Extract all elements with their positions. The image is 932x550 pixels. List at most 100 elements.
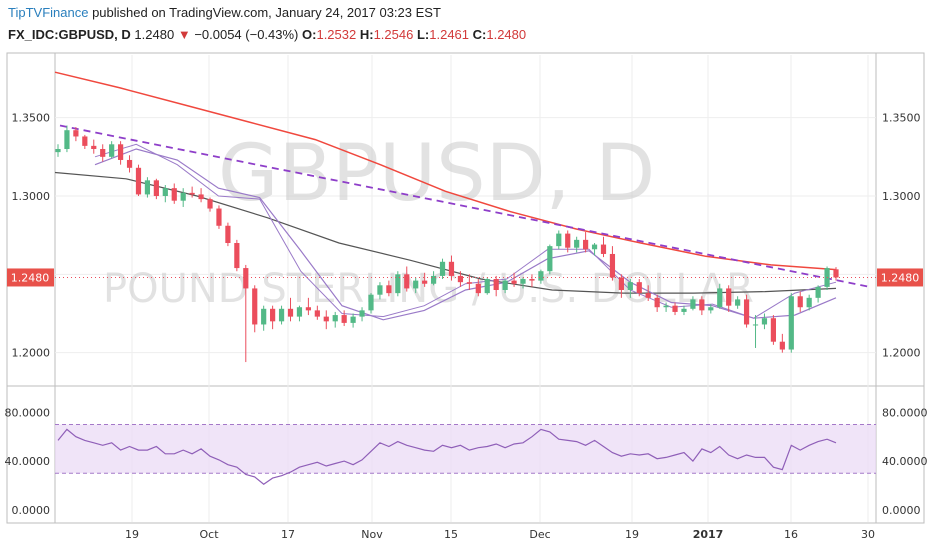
candle-body: [600, 244, 607, 254]
candle-body: [708, 307, 714, 311]
high-value: 1.2546: [373, 27, 414, 42]
candle-body: [261, 308, 267, 325]
candle-body: [189, 192, 195, 195]
candle-body: [770, 318, 777, 342]
rsi-tick-right: 80.0000: [882, 406, 928, 419]
candle-body: [565, 233, 571, 248]
chart-frame: [6, 52, 925, 524]
candle-body: [833, 269, 839, 278]
author-link[interactable]: TipTVFinance: [8, 5, 89, 20]
candle-body: [100, 149, 106, 157]
candle-body: [117, 144, 124, 160]
candle-body: [681, 308, 687, 312]
last-price-badge-left: [7, 268, 54, 287]
candle-body: [717, 288, 723, 308]
candle-body: [332, 315, 338, 322]
candle-body: [198, 194, 204, 200]
price-tick-right: 1.3500: [882, 112, 921, 125]
x-tick-label: 16: [784, 528, 798, 541]
candle-body: [350, 316, 356, 323]
close-label: C:: [472, 27, 487, 42]
x-tick-label: 17: [281, 528, 295, 541]
candle-body: [752, 324, 759, 326]
candle-body: [234, 243, 240, 269]
candle-body: [547, 246, 553, 272]
candle-body: [314, 310, 320, 317]
ema-fast-line: [94, 143, 837, 319]
last-price: 1.2480: [134, 27, 175, 42]
price-tick-left: 1.3500: [12, 112, 51, 125]
candle-body: [475, 283, 481, 294]
x-tick-label: 19: [625, 528, 639, 541]
last-price-label-left: 1.2480: [11, 271, 50, 284]
x-tick-label: Dec: [529, 528, 550, 541]
open-label: O:: [302, 27, 317, 42]
candle-body: [672, 305, 678, 312]
x-tick-label: Nov: [361, 528, 383, 541]
candle-body: [735, 299, 741, 306]
candle-body: [82, 136, 88, 146]
candle-body: [377, 285, 383, 295]
candle-body: [296, 307, 303, 317]
last-price-badge-right: [877, 268, 923, 287]
close-value: 1.2480: [486, 27, 527, 42]
candle-body: [743, 299, 750, 325]
candle-body: [341, 315, 347, 323]
rsi-tick-right: 40.0000: [882, 455, 928, 468]
candle-body: [726, 288, 732, 306]
trendline: [59, 124, 871, 288]
candle-body: [216, 208, 222, 226]
candle-body: [359, 310, 365, 317]
candle-body: [278, 308, 285, 322]
candle-body: [806, 297, 812, 308]
candle-body: [171, 188, 177, 201]
x-tick-label: 19: [125, 528, 139, 541]
candle-body: [430, 275, 437, 284]
candle-body: [538, 271, 544, 281]
candle-body: [287, 308, 294, 317]
candle-body: [180, 192, 186, 201]
candle-body: [109, 144, 115, 157]
candle-body: [511, 280, 517, 284]
publish-line: TipTVFinance published on TradingView.co…: [8, 5, 441, 20]
candle-body: [457, 275, 464, 283]
candle-body: [520, 279, 526, 284]
candle-body: [663, 305, 669, 308]
candle-body: [162, 188, 168, 196]
published-text: published on TradingView.com, January 24…: [92, 5, 441, 20]
ohlc-line: FX_IDC:GBPUSD, D 1.2480 ▼ −0.0054 (−0.43…: [8, 27, 526, 42]
x-tick-label: 2017: [693, 528, 724, 541]
candle-body: [466, 282, 472, 284]
candle-body: [252, 288, 258, 325]
price-tick-right: 1.3000: [882, 190, 921, 203]
candle-body: [225, 225, 231, 243]
candle-body: [64, 130, 70, 149]
high-label: H:: [359, 27, 374, 42]
price-tick-left: 1.2000: [12, 347, 51, 360]
x-tick-label: Oct: [199, 528, 219, 541]
candle-body: [439, 261, 446, 276]
candle-body: [493, 279, 499, 290]
candle-body: [645, 293, 651, 298]
candle-body: [627, 282, 633, 290]
candle-body: [690, 299, 696, 309]
candle-body: [654, 297, 660, 308]
candle-body: [73, 130, 79, 137]
candle-body: [404, 274, 410, 289]
candle-body: [135, 167, 142, 195]
candle-body: [502, 280, 508, 290]
candle-body: [618, 277, 624, 290]
candle-body: [583, 239, 589, 250]
candle-body: [529, 279, 535, 281]
candle-body: [779, 341, 785, 350]
change-value: −0.0054 (−0.43%): [194, 27, 299, 42]
rsi-tick-left: 80.0000: [5, 406, 51, 419]
candle-body: [153, 180, 159, 196]
candle-body: [395, 274, 401, 294]
candle-body: [323, 316, 329, 322]
last-price-label-right: 1.2480: [881, 271, 920, 284]
candle-body: [126, 159, 133, 168]
rsi-tick-right: 0.0000: [882, 504, 921, 517]
low-label: L:: [416, 27, 430, 42]
